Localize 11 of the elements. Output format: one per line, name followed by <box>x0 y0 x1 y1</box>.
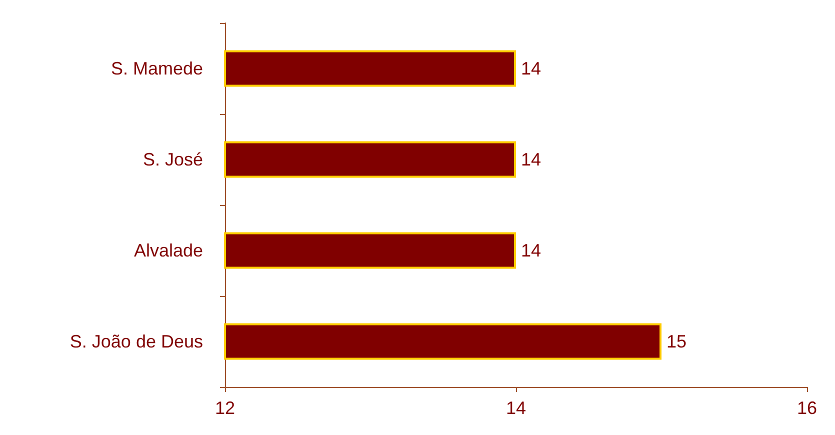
data-label: 14 <box>521 240 542 260</box>
data-label: 15 <box>666 332 687 352</box>
y-tick-label: S. João de Deus <box>70 332 203 352</box>
data-label: 14 <box>521 150 542 170</box>
x-tick-label: 16 <box>796 398 818 418</box>
data-label: 14 <box>521 58 542 78</box>
y-tick-label: S. José <box>142 150 203 170</box>
y-tick-label: Alvalade <box>134 240 203 260</box>
y-tick-label: S. Mamede <box>110 58 203 78</box>
x-tick-label: 14 <box>506 398 526 418</box>
x-tick-label: 12 <box>214 398 236 418</box>
